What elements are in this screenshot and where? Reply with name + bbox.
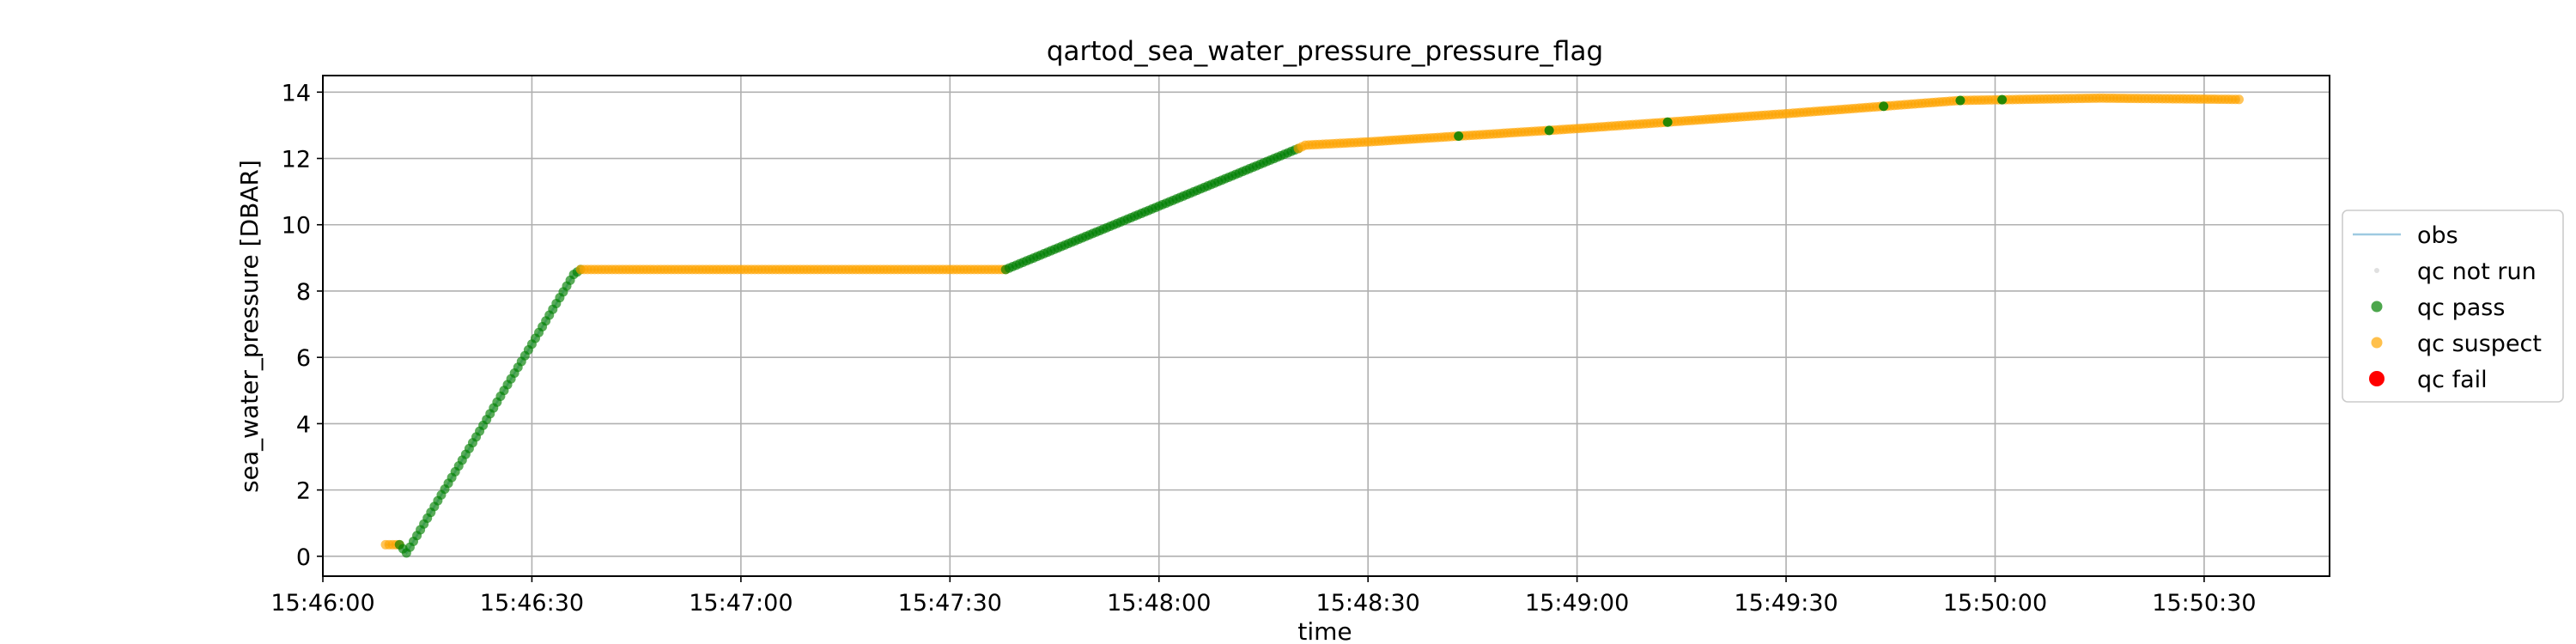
y-tick-label: 10 (282, 213, 311, 240)
x-tick-label: 15:47:00 (689, 590, 793, 617)
x-tick-label: 15:48:00 (1107, 590, 1211, 617)
x-tick-label: 15:50:00 (1943, 590, 2047, 617)
legend-qc-fail-label: qc fail (2417, 367, 2488, 393)
x-tick-label: 15:46:00 (270, 590, 374, 617)
qc-pass-point (1544, 125, 1554, 136)
y-tick-label: 14 (282, 80, 311, 106)
legend-qc-fail-marker (2369, 371, 2385, 386)
legend-qc-pass-marker (2371, 301, 2383, 313)
axes-frame (322, 75, 2330, 577)
legend: obs qc not run qc pass qc suspect qc fail (2342, 210, 2564, 403)
legend-box (2342, 210, 2564, 403)
x-tick-label: 15:47:30 (898, 590, 1002, 617)
x-tick-label: 15:48:30 (1316, 590, 1420, 617)
x-axis: 15:46:00 15:46:30 15:47:00 15:47:30 15:48:00… (270, 576, 2257, 617)
obs-line (386, 97, 2239, 556)
y-tick-label: 8 (296, 279, 311, 306)
y-axis-label: sea_water_pressure [DBAR] (235, 160, 264, 493)
plot-area (380, 93, 2245, 558)
legend-qc-suspect-marker (2371, 337, 2383, 349)
qc-suspect-point (2234, 94, 2245, 105)
y-tick-label: 6 (296, 345, 311, 372)
legend-qc-pass-label: qc pass (2417, 295, 2505, 321)
qc-pass-point (1955, 95, 1965, 106)
x-tick-label: 15:49:00 (1525, 590, 1629, 617)
legend-qc-not-run-label: qc not run (2417, 258, 2537, 285)
legend-qc-suspect-label: qc suspect (2417, 331, 2542, 357)
y-tick-label: 4 (296, 411, 311, 438)
y-tick-label: 2 (296, 478, 311, 505)
y-tick-label: 0 (296, 544, 311, 571)
legend-qc-not-run-marker (2374, 268, 2379, 273)
y-tick-label: 12 (282, 147, 311, 173)
y-axis: 0 2 4 6 8 10 12 14 (282, 80, 323, 571)
x-tick-label: 15:50:30 (2152, 590, 2256, 617)
x-tick-label: 15:46:30 (480, 590, 584, 617)
qc-pass-point (1662, 117, 1673, 127)
grid (322, 76, 2330, 576)
qc-pass-point (1879, 101, 1889, 112)
chart-title: qartod_sea_water_pressure_pressure_flag (1047, 36, 1603, 67)
x-axis-label: time (1297, 617, 1352, 644)
qc-pass-point (1997, 94, 2008, 105)
qc-pass-point (1454, 131, 1464, 142)
legend-obs-label: obs (2417, 222, 2458, 249)
x-tick-label: 15:49:30 (1734, 590, 1838, 617)
